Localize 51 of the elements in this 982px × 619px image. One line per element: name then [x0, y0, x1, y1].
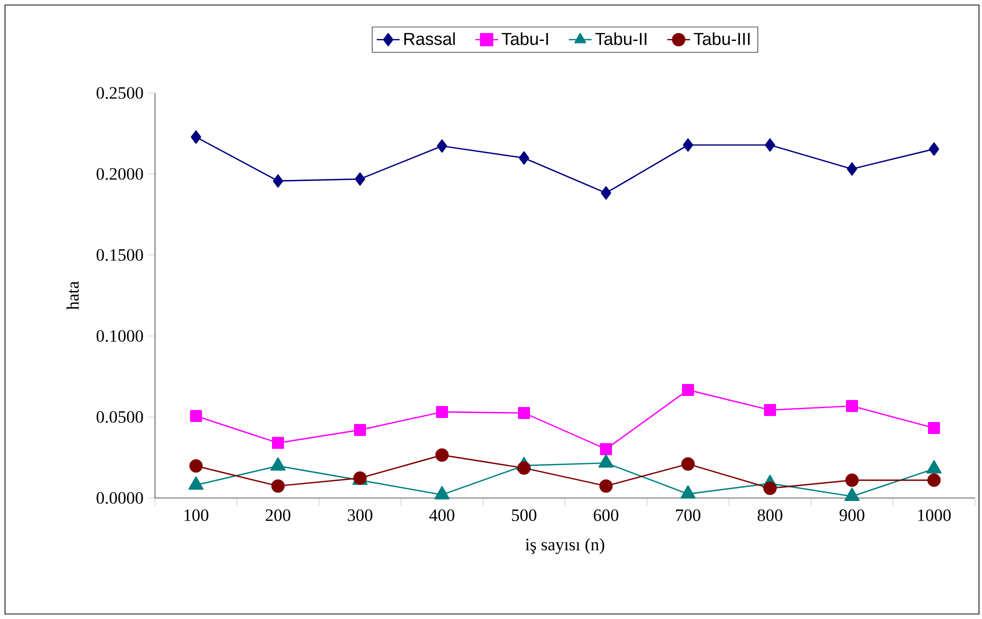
point	[518, 406, 530, 419]
point	[681, 457, 695, 471]
x-tick-label: 700	[676, 509, 700, 522]
point	[846, 400, 858, 412]
y-axis-title: hata	[66, 281, 79, 310]
point	[190, 410, 202, 422]
point	[846, 162, 858, 176]
legend-label: Rassal	[404, 32, 455, 46]
legend-label: Tabu-II	[595, 32, 646, 46]
point	[436, 139, 448, 153]
point	[272, 436, 284, 449]
x-tick-label: 1000	[918, 509, 951, 522]
point	[764, 138, 776, 152]
y-tick-label: 0.0000	[96, 492, 143, 504]
point	[435, 448, 449, 462]
point	[682, 384, 694, 396]
x-tick-label: 100	[184, 509, 208, 522]
y-tick-label: 0.0500	[96, 411, 143, 423]
point	[189, 459, 203, 473]
point	[354, 424, 366, 436]
point	[272, 174, 284, 188]
point	[518, 151, 530, 165]
point	[927, 474, 941, 487]
point	[764, 404, 776, 416]
x-tick-label: 800	[758, 509, 782, 522]
point	[271, 479, 285, 493]
point	[763, 482, 777, 495]
point	[190, 130, 202, 144]
point	[517, 461, 531, 475]
legend-label: Tabu-I	[502, 32, 548, 46]
y-tick-label: 0.2000	[96, 168, 143, 180]
y-tick-label: 0.2500	[96, 87, 143, 99]
x-tick-label: 600	[594, 509, 618, 522]
point	[928, 142, 940, 156]
point	[599, 479, 613, 493]
x-tick-label: 500	[512, 509, 536, 522]
point	[600, 443, 612, 456]
point	[845, 474, 859, 487]
point	[928, 422, 940, 434]
legend-label: Tabu-III	[694, 32, 750, 46]
x-tick-label: 300	[348, 509, 372, 522]
y-tick-label: 0.1500	[96, 249, 143, 261]
point	[600, 186, 612, 200]
point	[682, 138, 694, 152]
x-axis-title: iş sayısı (n)	[525, 538, 604, 554]
y-tick-label: 0.1000	[96, 330, 143, 342]
point	[436, 406, 448, 418]
x-tick-label: 200	[266, 509, 290, 522]
x-tick-label: 900	[840, 509, 864, 522]
point	[354, 172, 366, 186]
x-tick-label: 400	[429, 509, 454, 522]
